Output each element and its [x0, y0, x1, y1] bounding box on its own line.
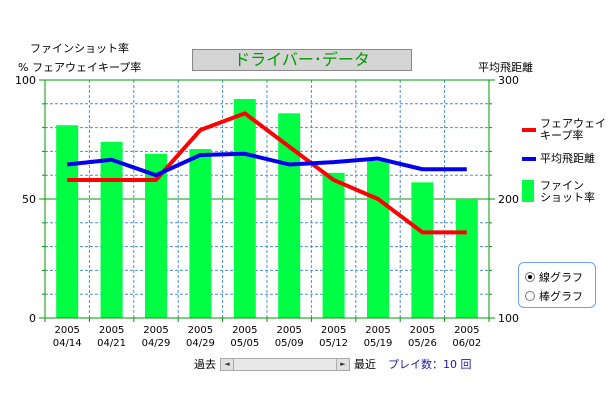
line-graph-option[interactable]: 線グラフ [525, 269, 583, 285]
x-axis-category-label: 2005 [232, 325, 257, 336]
view-option-group: 線グラフ 棒グラフ [518, 262, 596, 308]
bar-graph-label: 棒グラフ [539, 290, 583, 303]
right-axis-tick-label: 100 [498, 312, 519, 325]
left-axis-title-line1: ファインショット率 [30, 42, 129, 55]
scroll-left-icon: ◄ [224, 359, 230, 368]
x-axis-category-label: 2005 [188, 325, 213, 336]
x-axis-category-label: 04/29 [142, 338, 171, 349]
fine-legend-label: ファイン ショット率 [540, 179, 595, 204]
fine-shot-bar [100, 141, 123, 318]
x-axis-category-label: 06/02 [452, 338, 481, 349]
x-axis-category-label: 2005 [54, 325, 79, 336]
fine-shot-bar [189, 149, 212, 318]
fine-shot-bar [322, 172, 345, 318]
distance-legend-label: 平均飛距離 [540, 152, 595, 165]
x-axis-category-label: 04/14 [53, 338, 82, 349]
left-axis-tick-label: 0 [29, 312, 36, 325]
x-axis-category-label: 2005 [99, 325, 124, 336]
x-axis-category-label: 2005 [321, 325, 346, 336]
fine-legend-swatch [522, 180, 534, 202]
fine-shot-bar [411, 182, 434, 318]
left-axis-title-line2: % フェアウェイキープ率 [18, 61, 142, 74]
x-axis-category-label: 05/12 [319, 338, 348, 349]
history-scrollbar[interactable]: ◄ ► [220, 357, 350, 371]
x-axis-category-label: 05/09 [275, 338, 304, 349]
scroll-right-button[interactable]: ► [336, 358, 349, 370]
distance-legend-swatch [522, 157, 536, 161]
play-count: プレイ数：10 回 [388, 358, 472, 371]
past-label: 過去 [194, 358, 216, 371]
fine-shot-bar [455, 199, 478, 318]
line-graph-radio[interactable] [525, 272, 535, 282]
line-graph-label: 線グラフ [539, 271, 583, 284]
left-axis-tick-label: 50 [22, 193, 36, 206]
fine-shot-bar [367, 160, 389, 318]
chart-title: ドライバー･データ [192, 49, 412, 71]
x-axis-category-label: 04/29 [186, 338, 215, 349]
fairway-legend-label: フェアウェイ キープ率 [540, 117, 606, 142]
bar-graph-option[interactable]: 棒グラフ [525, 288, 583, 304]
fine-shot-bar [233, 99, 256, 318]
fairway-legend-swatch [522, 128, 536, 132]
recent-label: 最近 [354, 358, 376, 371]
fairway-keep-line [67, 111, 467, 235]
fine-shot-bar [278, 113, 301, 318]
x-axis-category-label: 2005 [454, 325, 479, 336]
bar-graph-radio[interactable] [525, 291, 535, 301]
x-axis-category-label: 2005 [365, 325, 390, 336]
fine-shot-bar [56, 125, 79, 318]
x-axis-category-label: 05/19 [364, 338, 393, 349]
x-axis-category-label: 2005 [410, 325, 435, 336]
x-axis-category-label: 2005 [143, 325, 168, 336]
scroll-right-icon: ► [340, 359, 346, 368]
fine-shot-bar [145, 153, 167, 318]
history-scroller: 過去 ◄ ► 最近 プレイ数：10 回 [194, 356, 472, 372]
average-distance-line [66, 151, 467, 178]
scroll-left-button[interactable]: ◄ [221, 358, 234, 370]
x-axis-category-label: 2005 [276, 325, 301, 336]
left-axis-tick-label: 100 [15, 74, 36, 87]
x-axis-category-label: 04/21 [97, 338, 126, 349]
scroll-track[interactable] [234, 358, 336, 370]
right-axis-title: 平均飛距離 [478, 61, 533, 74]
x-axis-category-label: 05/05 [230, 338, 259, 349]
x-axis-category-label: 05/26 [408, 338, 437, 349]
right-axis-tick-label: 300 [498, 74, 519, 87]
right-axis-tick-label: 200 [498, 193, 519, 206]
